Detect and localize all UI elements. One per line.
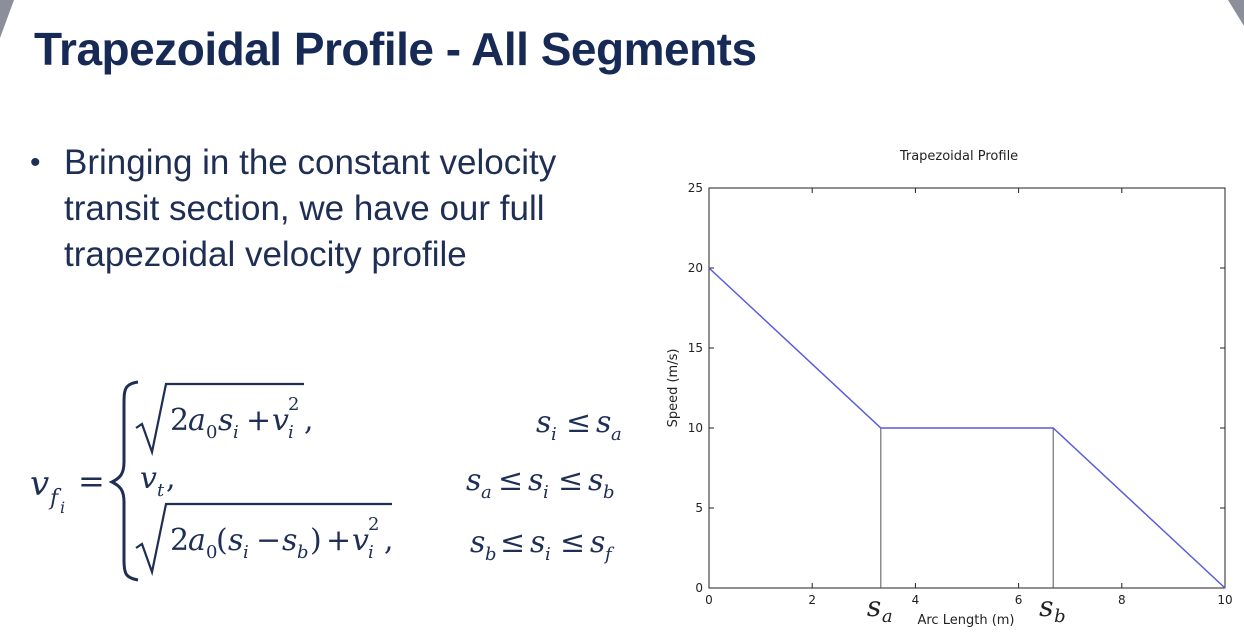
lhs-i: i (60, 498, 65, 517)
lhs-v: v (30, 464, 49, 504)
equation-lhs: v f i = (30, 462, 105, 517)
c3-s2: s (282, 523, 297, 558)
c3-le1: ≤ (500, 525, 525, 560)
c3-v: v (352, 523, 369, 558)
marker-label-sub-sb: b (1054, 606, 1066, 627)
c1-cond-i: i (551, 424, 557, 445)
c3-cond-b: b (485, 544, 497, 565)
marker-label-sub-sa: a (882, 606, 893, 627)
case-2: v t , s a ≤ s i ≤ s b (140, 461, 615, 503)
x-tick-label: 10 (1217, 593, 1232, 607)
c2-cond-s: s (466, 463, 481, 498)
c1-cond-s: s (536, 405, 551, 440)
corner-decoration-left (0, 0, 14, 38)
bullet-dot-icon: • (30, 146, 41, 179)
marker-label-sa: s (867, 590, 881, 623)
c3-0: 0 (206, 542, 217, 563)
speed-profile-line (708, 267, 1226, 589)
case-3: 2 a 0 ( s i − s b ) + v i 2 , s b ≤ s i … (135, 502, 615, 577)
plot-frame (708, 187, 1226, 589)
y-tick-label: 20 (688, 261, 703, 275)
c1-v-sup: 2 (288, 394, 299, 415)
c3-close: ) (310, 523, 322, 558)
c3-b: b (297, 542, 309, 563)
c1-s: s (218, 403, 233, 438)
c2-i: i (543, 482, 549, 503)
c3-s: s (228, 523, 243, 558)
c1-v-sub: i (288, 422, 294, 443)
c2-t: t (157, 480, 165, 501)
case-1: 2 a 0 s i + v i 2 , s i ≤ s a (135, 382, 622, 457)
x-tick-label: 6 (1015, 593, 1023, 607)
c1-cond-s2: s (596, 405, 611, 440)
bullet-line: trapezoidal velocity profile (64, 235, 467, 274)
c3-cond-f: f (603, 544, 615, 565)
c3-cond-sf: s (590, 525, 605, 560)
c3-open: ( (216, 523, 228, 558)
c2-cond-a: a (481, 482, 492, 503)
chart-title: Trapezoidal Profile (899, 149, 1018, 164)
y-tick-label: 0 (695, 581, 703, 595)
c3-plus: + (326, 523, 351, 558)
c2-comma: , (166, 461, 176, 496)
c3-2: 2 (170, 523, 189, 558)
c1-cond-a: a (611, 424, 622, 445)
c3-minus: − (256, 523, 281, 558)
bullet-text: Bringing in the constant velocity transi… (64, 140, 624, 278)
c3-cond-si: s (530, 525, 545, 560)
x-tick-label: 8 (1118, 593, 1126, 607)
c3-le2: ≤ (560, 525, 585, 560)
sqrt-sign-1 (135, 382, 304, 457)
c1-comma: , (304, 403, 314, 438)
c3-a: a (188, 523, 206, 558)
x-tick-label: 2 (808, 593, 816, 607)
case-brace (108, 380, 139, 582)
c1-a: a (188, 403, 206, 438)
x-tick-label: 4 (912, 593, 920, 607)
c1-v: v (272, 403, 289, 438)
marker-label-sb: s (1039, 590, 1053, 623)
c3-vi: i (368, 542, 374, 563)
c3-cond-sb: s (470, 525, 485, 560)
c3-comma: , (384, 523, 394, 558)
c1-cond-le: ≤ (566, 405, 591, 440)
y-tick-label: 15 (688, 341, 703, 355)
c2-sb: s (588, 463, 603, 498)
c1-plus: + (246, 403, 271, 438)
c1-2: 2 (170, 403, 189, 438)
c3-cond-i: i (545, 544, 551, 565)
corner-decoration-right (1228, 0, 1244, 26)
y-tick-label: 10 (688, 421, 703, 435)
bullet-line: transit section, we have our full (64, 189, 545, 228)
y-tick-label: 5 (695, 501, 703, 515)
x-tick-label: 0 (705, 593, 713, 607)
c2-v: v (140, 461, 157, 496)
bullet-line: Bringing in the constant velocity (64, 143, 557, 182)
piecewise-equation: v f i = 2 a 0 s i + v i 2 , s i ≤ s a v … (30, 380, 622, 582)
slide-title: Trapezoidal Profile - All Segments (34, 23, 757, 75)
c1-a-sub: 0 (206, 422, 217, 443)
lhs-equals: = (78, 462, 105, 500)
x-axis-label: Arc Length (m) (917, 613, 1014, 628)
y-tick-label: 25 (688, 181, 703, 195)
y-axis-label: Speed (m/s) (666, 349, 681, 428)
sqrt-sign-3 (135, 502, 392, 577)
c2-si: s (528, 463, 543, 498)
trapezoidal-profile-chart: Trapezoidal Profile Arc Length (m) Speed… (666, 149, 1233, 628)
c2-le2: ≤ (558, 463, 583, 498)
c2-le1: ≤ (498, 463, 523, 498)
c3-v2: 2 (368, 514, 379, 535)
c1-s-sub: i (233, 422, 239, 443)
c3-i: i (243, 542, 249, 563)
c2-b: b (603, 482, 615, 503)
